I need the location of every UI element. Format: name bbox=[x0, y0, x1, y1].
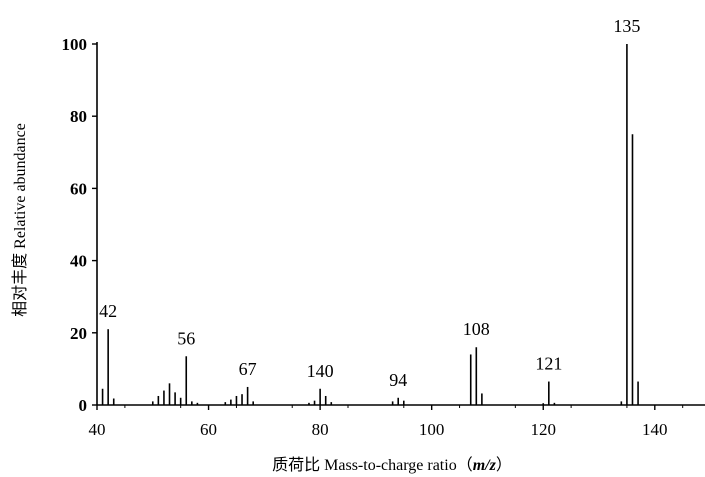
x-tick-label: 40 bbox=[89, 420, 106, 439]
peak-label: 140 bbox=[307, 361, 334, 381]
x-tick-label: 120 bbox=[530, 420, 556, 439]
peak-label: 42 bbox=[99, 301, 117, 321]
peak-label: 135 bbox=[613, 16, 640, 36]
axes: 0 20 40 60 80 100 40 60 80 100 120 140 bbox=[62, 35, 705, 439]
y-tick-label: 20 bbox=[70, 324, 87, 343]
y-tick-label: 0 bbox=[79, 396, 88, 415]
peak-label: 56 bbox=[177, 328, 195, 348]
y-tick-label: 60 bbox=[70, 179, 87, 198]
x-axis-title: 质荷比 Mass-to-charge ratio（m/z） bbox=[272, 456, 512, 474]
x-tick-label: 140 bbox=[642, 420, 668, 439]
peak-labels: 42 56 67 140 94 108 121 135 bbox=[99, 16, 640, 390]
y-tick-label: 40 bbox=[70, 252, 87, 271]
peak-label: 108 bbox=[463, 319, 490, 339]
y-tick-label: 80 bbox=[70, 107, 87, 126]
y-tick-label: 100 bbox=[62, 35, 88, 54]
x-tick-label: 60 bbox=[200, 420, 217, 439]
peak-label: 67 bbox=[239, 359, 257, 379]
peak-label: 94 bbox=[389, 370, 407, 390]
y-axis-title: 相对丰度 Relative abundance bbox=[11, 123, 29, 317]
x-tick-label: 80 bbox=[312, 420, 329, 439]
peak-label: 121 bbox=[535, 354, 562, 374]
peak-bars bbox=[101, 44, 639, 405]
x-tick-label: 100 bbox=[419, 420, 445, 439]
